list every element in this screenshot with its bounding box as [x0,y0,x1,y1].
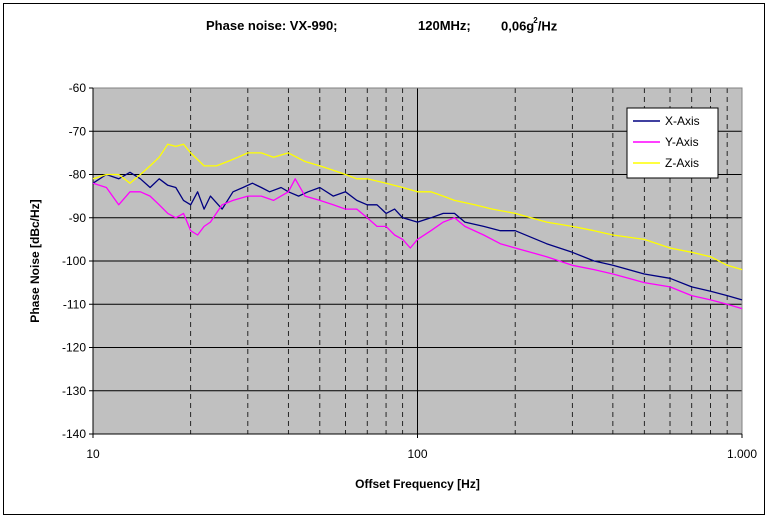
y-tick-label: -140 [62,427,86,441]
title-part-device: Phase noise: VX-990; [206,18,338,33]
x-tick-label: 10 [86,447,100,461]
series-line-z-axis [92,143,743,271]
x-axis-label: Offset Frequency [Hz] [355,477,480,491]
x-tick-label: 100 [407,447,427,461]
y-tick-label: -120 [62,341,86,355]
title-vibration-exponent: 2 [533,16,538,25]
y-tick-label: -100 [62,254,86,268]
legend-label: Y-Axis [665,135,699,149]
title-vibration-unit: /Hz [537,18,558,34]
legend-box [626,107,719,179]
series-line-y-axis [92,178,743,310]
y-tick-label: -70 [69,124,87,138]
legend-label: Z-Axis [665,156,699,170]
title-part-vibration: 0,06g2/Hz [501,16,558,34]
legend-label: X-Axis [665,114,700,128]
series-line-x-axis [92,171,743,301]
chart-title: Phase noise: VX-990; 120MHz; 0,06g2/Hz [0,16,769,48]
y-tick-label: -90 [69,211,87,225]
title-part-frequency: 120MHz; [418,18,471,33]
y-tick-label: -110 [63,297,86,311]
y-axis-label: Phase Noise [dBc/Hz] [28,199,42,322]
y-tick-label: -80 [69,168,87,182]
title-vibration-value: 0,06g [501,18,535,34]
y-tick-label: -130 [62,384,86,398]
x-tick-label: 1.000 [727,447,757,461]
y-tick-label: -60 [69,81,87,95]
